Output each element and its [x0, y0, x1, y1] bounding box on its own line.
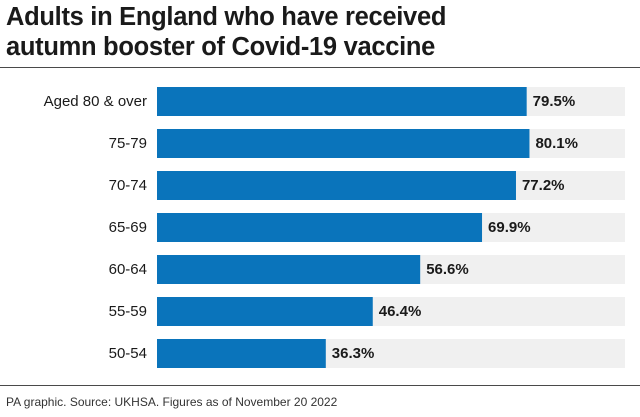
category-label: 65-69 — [109, 219, 147, 236]
category-label: 55-59 — [109, 303, 147, 320]
value-label: 79.5% — [533, 93, 576, 110]
bar — [157, 339, 326, 368]
category-label: 75-79 — [109, 135, 147, 152]
top-divider — [0, 67, 640, 68]
category-label: 50-54 — [109, 345, 147, 362]
bottom-divider — [0, 385, 640, 386]
value-label: 77.2% — [522, 177, 565, 194]
bar — [157, 171, 516, 200]
value-label: 46.4% — [379, 303, 422, 320]
title-line-1: Adults in England who have received — [6, 3, 447, 31]
value-label: 56.6% — [426, 261, 469, 278]
source-note: PA graphic. Source: UKHSA. Figures as of… — [6, 395, 338, 409]
value-label: 80.1% — [535, 135, 578, 152]
category-label: 60-64 — [109, 261, 147, 278]
title-line-2: autumn booster of Covid-19 vaccine — [6, 33, 436, 61]
bar — [157, 297, 373, 326]
value-label: 69.9% — [488, 219, 531, 236]
bar — [157, 129, 530, 158]
category-label: Aged 80 & over — [44, 93, 147, 110]
bar — [157, 87, 527, 116]
value-label: 36.3% — [332, 345, 375, 362]
bar — [157, 213, 483, 242]
bar-chart: Aged 80 & over 79.5% 75-79 80.1% 70-74 77.2% 6… — [44, 87, 625, 368]
chart-title: Adults in England who have received autu… — [6, 2, 634, 62]
category-label: 70-74 — [109, 177, 147, 194]
bar — [157, 255, 421, 284]
